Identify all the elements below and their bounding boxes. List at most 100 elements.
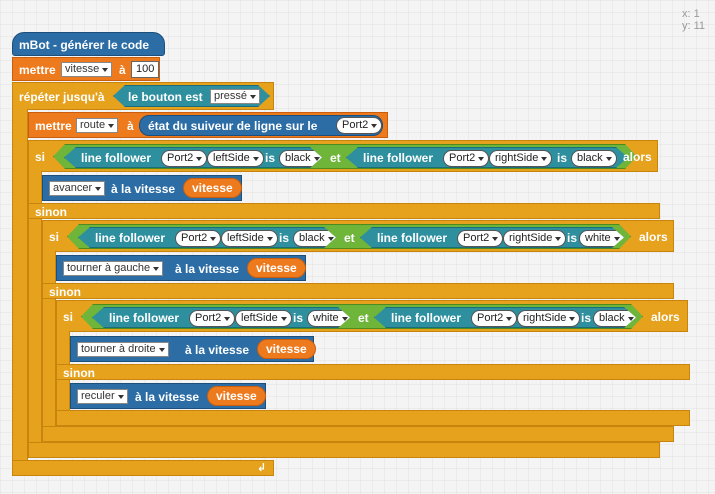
speed-value-input[interactable]: 100: [131, 61, 160, 78]
and-operator-2[interactable]: line follower Port2 leftSide is black et…: [67, 224, 631, 249]
if2-else-bar: sinon: [42, 283, 674, 299]
if2-left-port-dropdown[interactable]: Port2: [175, 230, 221, 247]
reporter-label: état du suiveur de ligne sur le: [148, 119, 318, 133]
hat-label: mBot - générer le code: [19, 38, 150, 52]
if2-speed-var[interactable]: vitesse: [247, 258, 306, 278]
and-operator-1[interactable]: line follower Port2 leftSide is black et…: [53, 144, 637, 169]
if3-right-port-dropdown[interactable]: Port2: [471, 310, 517, 327]
if3-and-label: et: [358, 311, 369, 325]
if2-right-port-dropdown[interactable]: Port2: [457, 230, 503, 247]
x-label: x:: [681, 8, 691, 20]
set-route-block[interactable]: mettre route à état du suiveur de ligne …: [28, 112, 388, 138]
if2-right-color-dropdown[interactable]: white: [579, 230, 625, 247]
if2-alors: alors: [639, 230, 668, 244]
if1-left-port-dropdown[interactable]: Port2: [161, 150, 207, 167]
if3-speed-label: à la vitesse: [185, 343, 250, 357]
if3-else-speed-label: à la vitesse: [135, 390, 200, 404]
if1-and-label: et: [330, 151, 341, 165]
repeat-arm: [12, 109, 28, 461]
if2-left-label: line follower: [95, 231, 166, 245]
hat-block-generate-code[interactable]: mBot - générer le code: [12, 32, 165, 56]
if2-si: si: [49, 230, 60, 244]
if1-right-is: is: [557, 151, 568, 165]
if2-speed-label: à la vitesse: [175, 262, 240, 276]
if3-else-direction-dropdown[interactable]: reculer: [77, 389, 128, 404]
if1-right-sensor[interactable]: line follower Port2 rightSide is black: [346, 147, 628, 168]
if3-else-speed-var[interactable]: vitesse: [207, 386, 266, 406]
speed-var-dropdown[interactable]: vitesse: [61, 62, 113, 77]
if1-right-color-dropdown[interactable]: black: [571, 150, 617, 167]
if1-bottom: [28, 442, 660, 458]
route-port-dropdown[interactable]: Port2: [336, 117, 383, 134]
if3-bottom: [56, 410, 690, 426]
if3-right-is: is: [581, 311, 592, 325]
loop-arrow-icon: ↲: [257, 462, 267, 474]
turn-left-block[interactable]: tourner à gauche à la vitesse vitesse: [56, 255, 306, 281]
if1-left-sensor[interactable]: line follower Port2 leftSide is black: [64, 147, 322, 168]
if2-arm: [42, 251, 56, 441]
repeat-until-block[interactable]: répéter jusqu'à le bouton est pressé: [12, 82, 274, 110]
repeat-bottom: ↲: [12, 460, 274, 476]
if1-si: si: [35, 150, 46, 164]
if-block-3[interactable]: si line follower Port2 leftSide is white…: [56, 300, 688, 332]
if2-right-label: line follower: [377, 231, 448, 245]
if1-right-side-dropdown[interactable]: rightSide: [489, 150, 552, 167]
button-label: le bouton est: [128, 90, 203, 104]
if2-left-side-dropdown[interactable]: leftSide: [221, 230, 278, 247]
if3-left-is: is: [293, 311, 304, 325]
if1-speed-label: à la vitesse: [111, 182, 176, 196]
if1-left-color-dropdown[interactable]: black: [279, 150, 325, 167]
coordinates-readout: x: 1 y: 11: [682, 8, 705, 32]
if2-right-is: is: [567, 231, 578, 245]
if1-right-label: line follower: [363, 151, 434, 165]
if1-alors: alors: [623, 150, 652, 164]
if2-sinon: sinon: [49, 285, 81, 299]
if1-right-port-dropdown[interactable]: Port2: [443, 150, 489, 167]
if2-left-color-dropdown[interactable]: black: [293, 230, 339, 247]
repeat-label: répéter jusqu'à: [19, 90, 105, 104]
set-route-label: mettre: [35, 119, 72, 133]
if1-left-side-dropdown[interactable]: leftSide: [207, 150, 264, 167]
turn-right-block[interactable]: tourner à droite à la vitesse vitesse: [70, 336, 316, 362]
if2-left-sensor[interactable]: line follower Port2 leftSide is black: [78, 227, 336, 248]
set-route-to-label: à: [127, 119, 134, 133]
if1-left-label: line follower: [81, 151, 152, 165]
if-block-2[interactable]: si line follower Port2 leftSide is black…: [42, 220, 674, 252]
if2-left-is: is: [279, 231, 290, 245]
if3-left-sensor[interactable]: line follower Port2 leftSide is white: [92, 307, 350, 328]
if3-right-label: line follower: [391, 311, 462, 325]
if2-bottom: [42, 426, 674, 442]
set-label: mettre: [19, 63, 56, 77]
if1-speed-var[interactable]: vitesse: [183, 178, 242, 198]
if3-left-color-dropdown[interactable]: white: [307, 310, 353, 327]
y-value: 11: [693, 20, 705, 32]
if2-right-side-dropdown[interactable]: rightSide: [503, 230, 566, 247]
move-backward-block[interactable]: reculer à la vitesse vitesse: [70, 383, 266, 409]
set-to-label: à: [119, 63, 126, 77]
if3-direction-dropdown[interactable]: tourner à droite: [77, 342, 169, 357]
button-pressed-condition[interactable]: le bouton est pressé: [113, 85, 270, 107]
if1-left-is: is: [265, 151, 276, 165]
if3-right-color-dropdown[interactable]: black: [593, 310, 639, 327]
if-block-1[interactable]: si line follower Port2 leftSide is black…: [28, 140, 658, 172]
if2-direction-dropdown[interactable]: tourner à gauche: [63, 261, 164, 276]
set-speed-block[interactable]: mettre vitesse à 100: [12, 57, 160, 81]
button-state-dropdown[interactable]: pressé: [210, 89, 260, 104]
if3-si: si: [63, 310, 74, 324]
if3-left-port-dropdown[interactable]: Port2: [189, 310, 235, 327]
if2-right-sensor[interactable]: line follower Port2 rightSide is white: [360, 227, 624, 248]
if3-speed-var[interactable]: vitesse: [257, 339, 316, 359]
and-operator-3[interactable]: line follower Port2 leftSide is white et…: [81, 304, 643, 329]
move-forward-block[interactable]: avancer à la vitesse vitesse: [42, 175, 242, 201]
if3-left-side-dropdown[interactable]: leftSide: [235, 310, 292, 327]
if1-arm: [28, 171, 42, 451]
if3-arm: [56, 331, 70, 431]
line-follower-state-reporter[interactable]: état du suiveur de ligne sur le Port2: [139, 115, 383, 136]
if1-else-bar: sinon: [28, 203, 660, 219]
if3-right-side-dropdown[interactable]: rightSide: [517, 310, 580, 327]
if3-right-sensor[interactable]: line follower Port2 rightSide is black: [374, 307, 636, 328]
if1-direction-dropdown[interactable]: avancer: [49, 181, 106, 196]
if3-alors: alors: [651, 310, 680, 324]
route-var-dropdown[interactable]: route: [76, 118, 119, 133]
if1-sinon: sinon: [35, 205, 67, 219]
